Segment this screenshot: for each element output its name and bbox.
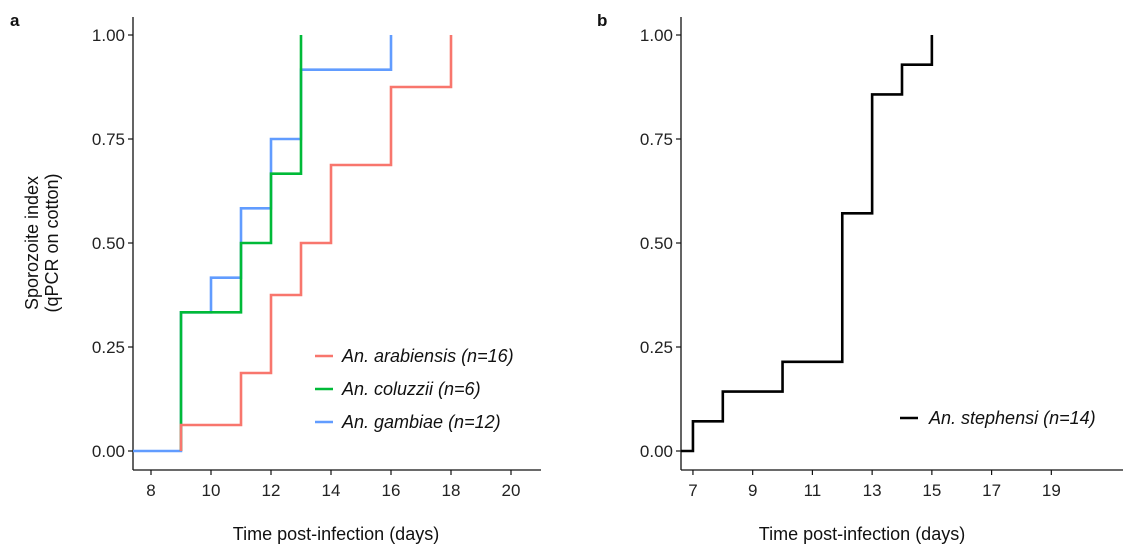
panel-b-x-tick-label: 15 xyxy=(922,481,941,500)
panel-a-x-tick-label: 18 xyxy=(442,481,461,500)
panel-a-x-tick-label: 14 xyxy=(322,481,341,500)
panel-a-letter: a xyxy=(10,11,20,30)
panel-b-y-tick-label: 0.75 xyxy=(640,130,673,149)
panel-b-legend-label-1: An. stephensi (n=14) xyxy=(928,408,1096,428)
panel-a-x-tick-label: 20 xyxy=(502,481,521,500)
panel-b-series-1-line xyxy=(681,35,934,453)
panel-b-x-tick-label: 7 xyxy=(688,481,697,500)
panel-b-y-tick-label: 0.25 xyxy=(640,338,673,357)
panel-b-y-tick-label: 1.00 xyxy=(640,26,673,45)
panel-b-y-tick-label: 0.00 xyxy=(640,442,673,461)
panel-b-x-tick-label: 13 xyxy=(863,481,882,500)
panel-b-x-tick-label: 9 xyxy=(748,481,757,500)
panel-a-y-tick-label: 0.75 xyxy=(92,130,125,149)
panel-a-x-tick-label: 10 xyxy=(202,481,221,500)
panel-a-legend-label-3: An. gambiae (n=12) xyxy=(341,412,501,432)
panel-a-legend-label-2: An. coluzzii (n=6) xyxy=(341,379,481,399)
panel-a-x-tick-label: 16 xyxy=(382,481,401,500)
panel-b: b 0.00 0.25 0.50 0.75 1.00 7 9 11 13 15 17 19 Time po… xyxy=(597,11,1123,544)
panel-a-y-tick-label: 0.00 xyxy=(92,442,125,461)
panel-a-y-axis-title-line: Sporozoite index xyxy=(22,176,42,310)
panel-b-x-axis-title: Time post-infection (days) xyxy=(759,524,965,544)
panel-a-y-tick-label: 1.00 xyxy=(92,26,125,45)
panel-a-x-tick-label: 12 xyxy=(262,481,281,500)
panel-a-series-1-line xyxy=(179,35,453,451)
panel-b-x-tick-label: 17 xyxy=(982,481,1001,500)
panel-b-y-tick-label: 0.50 xyxy=(640,234,673,253)
panel-a: a 0.00 0.25 0.50 0.75 1.00 8 10 12 14 16 18 20 Time p… xyxy=(10,11,541,544)
panel-b-x-tick-label: 19 xyxy=(1042,481,1061,500)
panel-a-legend-label-1: An. arabiensis (n=16) xyxy=(341,346,514,366)
panel-a-x-tick-label: 8 xyxy=(146,481,155,500)
panel-b-letter: b xyxy=(597,11,607,30)
panel-a-x-axis-title: Time post-infection (days) xyxy=(233,524,439,544)
panel-a-y-tick-label: 0.25 xyxy=(92,338,125,357)
panel-a-series-2-line xyxy=(179,35,303,451)
panel-a-y-axis-title-line: (qPCR on cotton) xyxy=(42,173,62,312)
panel-b-x-tick-label: 11 xyxy=(804,481,822,500)
panel-a-y-tick-label: 0.50 xyxy=(92,234,125,253)
